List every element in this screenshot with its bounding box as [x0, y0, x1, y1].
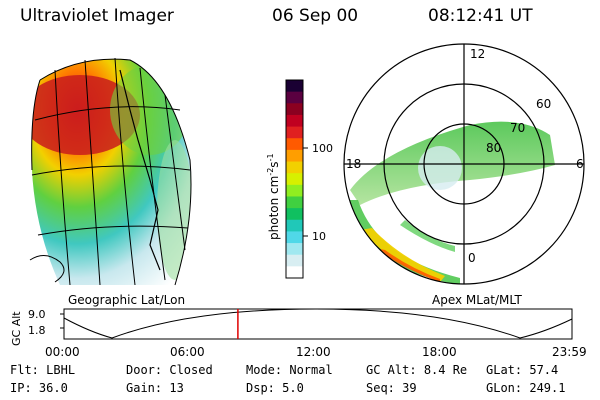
colorbar-swatch — [286, 243, 303, 256]
colorbar-swatch — [286, 208, 303, 221]
timeline-ytick-max: 9.0 — [28, 308, 46, 321]
timeline-xtick-1200: 12:00 — [296, 345, 331, 359]
app-title: Ultraviolet Imager — [20, 6, 174, 26]
status-mode: Mode: Normal — [246, 363, 333, 377]
timeline-xtick-2359: 23:59 — [552, 345, 587, 359]
colorbar-swatch — [286, 103, 303, 116]
status-seq: Seq: 39 — [366, 381, 417, 395]
header-date: 06 Sep 00 — [272, 6, 359, 26]
colorbar-swatch — [286, 173, 303, 186]
left-panel-label: Geographic Lat/Lon — [68, 293, 185, 307]
colorbar-swatch — [286, 161, 303, 174]
colorbar-swatch — [286, 231, 303, 244]
colorbar-swatch — [286, 91, 303, 104]
lat-label-60: 60 — [536, 97, 551, 111]
colorbar-swatch — [286, 126, 303, 139]
status-ip: IP: 36.0 — [10, 381, 68, 395]
status-gain: Gain: 13 — [126, 381, 184, 395]
altitude-timeline: GC Alt 9.0 1.8 00:00 06:00 12:00 18:00 2… — [10, 308, 587, 359]
colorbar-tick-100: 100 — [312, 142, 333, 155]
mlt-label-18: 18 — [346, 157, 361, 171]
timeline-xtick-1800: 18:00 — [422, 345, 457, 359]
colorbar-unit: photon cm-2s-1 — [266, 153, 281, 240]
status-flt: Flt: LBHL — [10, 363, 76, 377]
colorbar-swatch — [286, 80, 303, 93]
polar-plot: 12 18 6 0 60 70 80 Apex MLat/MLT — [343, 43, 585, 307]
colorbar-swatch — [286, 266, 303, 279]
timeline-ylabel: GC Alt — [10, 311, 23, 346]
colorbar-swatch — [286, 114, 303, 128]
header-time: 08:12:41 UT — [428, 6, 533, 26]
colorbar-swatch — [286, 196, 303, 209]
colorbar-swatch — [286, 254, 303, 267]
colorbar-swatch — [286, 138, 303, 151]
status-gc-alt: GC Alt: 8.4 Re — [366, 363, 468, 377]
status-glon: GLon: 249.1 — [486, 381, 566, 395]
lat-label-70: 70 — [510, 121, 525, 135]
lat-label-80: 80 — [486, 141, 501, 155]
colorbar-tick-10: 10 — [312, 230, 326, 243]
colorbar-swatch — [286, 184, 303, 197]
colorbar-swatch — [286, 149, 303, 163]
right-panel-label: Apex MLat/MLT — [432, 293, 522, 307]
mlt-label-6: 6 — [576, 157, 584, 171]
mlt-label-0: 0 — [468, 251, 476, 265]
geographic-image: Geographic Lat/Lon — [29, 57, 192, 307]
timeline-xtick-0600: 06:00 — [170, 345, 205, 359]
mlt-label-12: 12 — [470, 47, 485, 61]
colorbar: 100 10 photon cm-2s-1 — [266, 79, 333, 279]
status-glat: GLat: 57.4 — [486, 363, 559, 377]
timeline-ytick-min: 1.8 — [28, 324, 46, 337]
colorbar-swatch — [286, 219, 303, 232]
status-door: Door: Closed — [126, 363, 213, 377]
timeline-xtick-0000: 00:00 — [45, 345, 80, 359]
status-dsp: Dsp: 5.0 — [246, 381, 304, 395]
